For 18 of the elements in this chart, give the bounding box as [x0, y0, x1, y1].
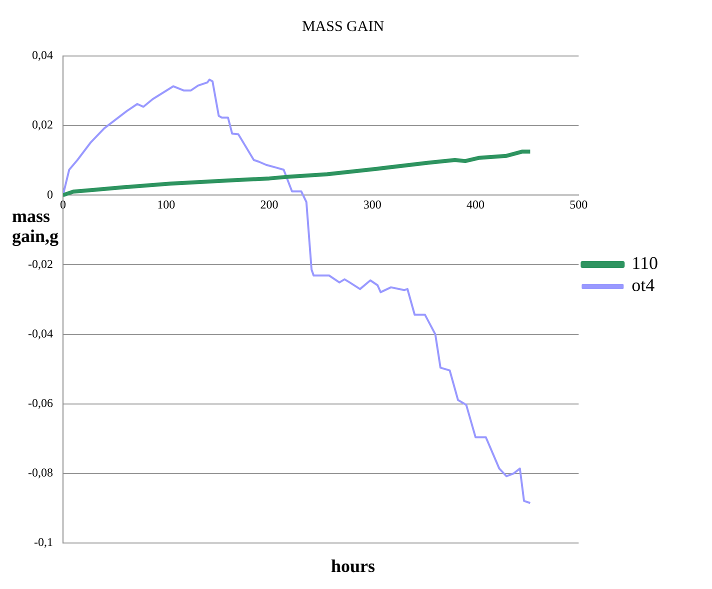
y-tick-label: 0,04	[32, 48, 53, 62]
x-tick-label: 100	[157, 198, 176, 212]
y-tick-label: -0,08	[28, 466, 53, 480]
y-tick-label: 0	[46, 187, 53, 202]
x-axis-title: hours	[330, 556, 376, 577]
chart-title: MASS GAIN	[302, 18, 384, 35]
y-tick-label: -0,1	[34, 535, 53, 550]
x-tick-label: 200	[260, 198, 278, 212]
y-tick-label: -0,06	[28, 396, 53, 410]
y-tick-label: 0,02	[32, 118, 53, 132]
x-tick-label: 500	[570, 198, 588, 212]
x-tick-label: 400	[466, 198, 485, 212]
legend-label: 110	[632, 253, 658, 274]
y-tick-label: -0,02	[28, 256, 53, 271]
y-axis-title: mass gain,g	[12, 206, 59, 246]
x-tick-label: 300	[363, 198, 382, 212]
y-tick-label: -0,04	[28, 326, 53, 340]
legend-label: ot4	[632, 275, 655, 296]
